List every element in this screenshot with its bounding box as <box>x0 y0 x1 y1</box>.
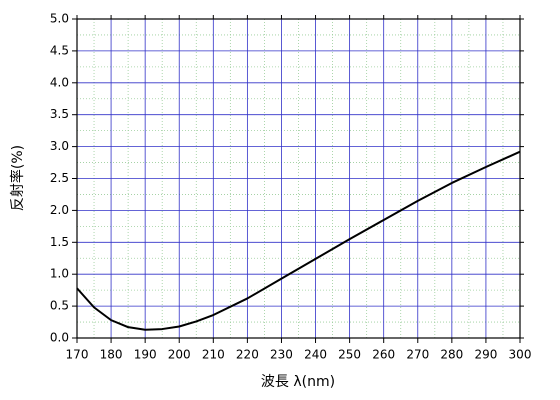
plot-frame <box>76 18 521 339</box>
y-tick-label: 0.0 <box>50 331 69 345</box>
x-tick-label: 180 <box>100 348 123 362</box>
data-line <box>76 150 521 331</box>
y-tick-label: 2.0 <box>50 203 69 217</box>
x-tick-label: 220 <box>236 348 259 362</box>
x-tick-label: 210 <box>202 348 225 362</box>
y-axis-label: 反射率(%) <box>9 145 26 211</box>
y-tick-label: 2.5 <box>50 171 69 185</box>
x-tick-label: 200 <box>168 348 191 362</box>
y-tick-label: 0.5 <box>50 299 69 313</box>
x-tick-label: 250 <box>338 348 361 362</box>
y-tick-label: 4.0 <box>50 75 69 89</box>
x-tick-label: 270 <box>406 348 429 362</box>
x-tick-label: 260 <box>372 348 395 362</box>
x-tick-label: 190 <box>134 348 157 362</box>
x-tick-label: 230 <box>270 348 293 362</box>
y-tick-label: 1.0 <box>50 267 69 281</box>
y-tick-label: 3.5 <box>50 107 69 121</box>
x-tick-label: 290 <box>474 348 497 362</box>
x-tick-label: 240 <box>304 348 327 362</box>
y-tick-label: 1.5 <box>50 235 69 249</box>
y-tick-label: 5.0 <box>50 12 69 26</box>
x-tick-label: 280 <box>440 348 463 362</box>
y-tick-label: 3.0 <box>50 139 69 153</box>
y-tick-label: 4.5 <box>50 43 69 57</box>
x-tick-label: 170 <box>66 348 89 362</box>
x-tick-label: 300 <box>509 348 532 362</box>
x-axis-label: 波長 λ(nm) <box>261 374 335 390</box>
